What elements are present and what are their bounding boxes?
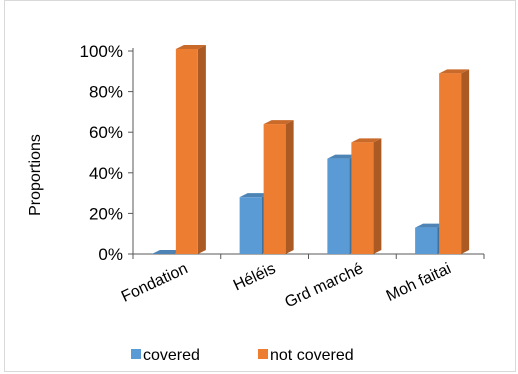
y-tick-label: 60% [89, 123, 123, 142]
bar-not-covered [351, 138, 382, 254]
y-axis-label: Proportions [27, 134, 44, 216]
y-tick-label: 100% [80, 42, 123, 61]
y-tick-label: 20% [89, 204, 123, 223]
y-tick-label: 0% [98, 245, 123, 264]
legend-swatch-not-covered [258, 349, 268, 359]
bars [151, 44, 470, 254]
legend: covered not covered [131, 347, 354, 364]
y-tick-label: 80% [89, 83, 123, 102]
x-tick-label: Héléis [231, 260, 278, 294]
x-axis: Fondation Héléis Grd marché Moh faitai [119, 253, 485, 311]
bar-covered [151, 250, 182, 254]
x-tick-label: Moh faitai [384, 260, 454, 305]
chart-frame [4, 0, 516, 372]
legend-swatch-covered [131, 349, 141, 359]
y-tick-label: 40% [89, 164, 123, 183]
x-tick-label: Grd marché [282, 260, 366, 311]
bar-not-covered [263, 120, 294, 254]
legend-label-not-covered: not covered [270, 347, 354, 364]
x-tick-label: Fondation [119, 260, 191, 305]
bar-not-covered [175, 44, 206, 254]
bar-not-covered [439, 69, 470, 254]
legend-label-covered: covered [143, 347, 200, 364]
y-axis: 0% 20% 40% 60% 80% 100% [80, 42, 134, 264]
